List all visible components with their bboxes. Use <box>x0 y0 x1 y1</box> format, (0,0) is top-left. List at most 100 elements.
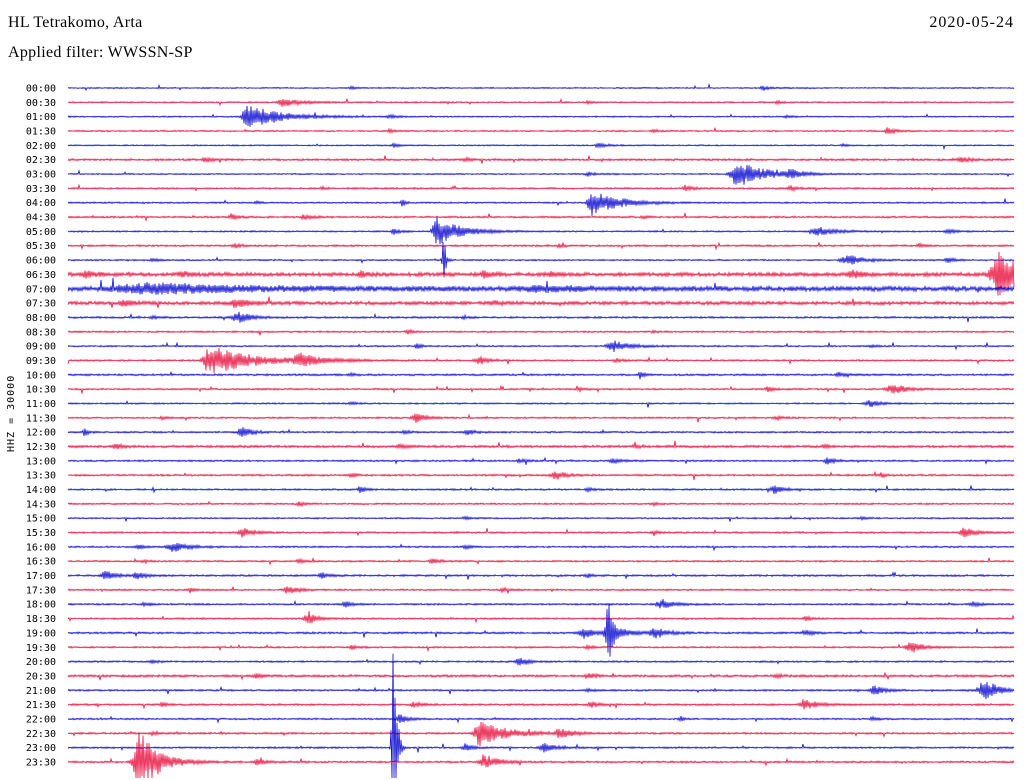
time-label: 11:30 <box>26 413 56 424</box>
filter-label: Applied filter: WWSSN-SP <box>8 44 193 61</box>
trace-row-1100 <box>67 400 1015 408</box>
time-label: 17:30 <box>26 585 56 596</box>
time-label: 12:30 <box>26 442 56 453</box>
trace-row-1000 <box>67 370 1015 380</box>
trace-row-1930 <box>67 642 1015 653</box>
time-label: 15:00 <box>26 514 56 525</box>
time-label: 11:00 <box>26 399 56 410</box>
trace-row-0630 <box>67 251 1015 296</box>
time-label: 00:30 <box>26 98 56 109</box>
time-label: 22:00 <box>26 715 56 726</box>
trace-row-1830 <box>67 611 1015 624</box>
time-label: 16:00 <box>26 542 56 553</box>
trace-row-1230 <box>67 440 1015 450</box>
time-label: 23:00 <box>26 743 56 754</box>
trace-row-2000 <box>67 658 1015 666</box>
time-label: 19:00 <box>26 628 56 639</box>
time-label: 04:00 <box>26 198 56 209</box>
trace-row-1130 <box>67 413 1015 423</box>
trace-row-0600 <box>67 242 1015 278</box>
trace-row-1400 <box>67 485 1015 495</box>
time-label: 16:30 <box>26 557 56 568</box>
time-label: 08:30 <box>26 327 56 338</box>
station-title: HL Tetrakomo, Arta <box>8 14 143 31</box>
time-label: 14:00 <box>26 485 56 496</box>
time-label: 06:00 <box>26 256 56 267</box>
trace-row-2300 <box>67 653 1015 779</box>
trace-row-0500 <box>67 217 1015 245</box>
time-label: 08:00 <box>26 313 56 324</box>
trace-row-0830 <box>67 328 1015 336</box>
time-label: 13:00 <box>26 456 56 467</box>
trace-row-0900 <box>67 340 1015 352</box>
time-label: 20:30 <box>26 671 56 682</box>
trace-row-2330 <box>67 731 1015 779</box>
time-label: 00:00 <box>26 84 56 95</box>
time-label: 04:30 <box>26 213 56 224</box>
trace-row-1300 <box>67 456 1015 465</box>
trace-row-0230 <box>67 155 1015 164</box>
time-label: 01:00 <box>26 112 56 123</box>
time-label: 03:30 <box>26 184 56 195</box>
time-label: 15:30 <box>26 528 56 539</box>
time-label: 02:30 <box>26 155 56 166</box>
trace-row-1500 <box>67 515 1015 522</box>
trace-row-0800 <box>67 311 1015 323</box>
trace-row-0700 <box>67 277 1015 295</box>
trace-row-0430 <box>67 212 1015 221</box>
trace-row-1430 <box>67 500 1015 508</box>
time-label: 21:30 <box>26 700 56 711</box>
record-date: 2020-05-24 <box>929 14 1014 31</box>
trace-row-2230 <box>67 721 1015 747</box>
trace-row-0530 <box>67 241 1015 251</box>
time-label: 18:00 <box>26 600 56 611</box>
time-label: 12:00 <box>26 428 56 439</box>
time-label: 09:00 <box>26 342 56 353</box>
time-label: 21:00 <box>26 686 56 697</box>
trace-row-0200 <box>67 142 1015 151</box>
trace-row-0030 <box>67 97 1015 107</box>
trace-row-1030 <box>67 384 1015 394</box>
time-label: 14:30 <box>26 499 56 510</box>
trace-row-1600 <box>67 542 1015 552</box>
trace-row-1700 <box>67 570 1015 580</box>
trace-row-0930 <box>67 347 1015 374</box>
time-label: 05:30 <box>26 241 56 252</box>
trace-row-1800 <box>67 599 1015 609</box>
time-label: 18:30 <box>26 614 56 625</box>
time-label: 10:30 <box>26 385 56 396</box>
time-label: 05:00 <box>26 227 56 238</box>
time-label: 03:00 <box>26 170 56 181</box>
time-label: 13:30 <box>26 471 56 482</box>
trace-row-1530 <box>67 527 1015 538</box>
trace-row-1330 <box>67 470 1015 480</box>
time-label: 23:30 <box>26 758 56 769</box>
trace-row-2030 <box>67 672 1015 681</box>
trace-row-1200 <box>67 427 1015 438</box>
trace-row-0000 <box>67 83 1015 91</box>
time-label: 06:30 <box>26 270 56 281</box>
time-label: 01:30 <box>26 127 56 138</box>
trace-row-2130 <box>67 699 1015 710</box>
trace-row-1900 <box>67 604 1015 657</box>
time-label: 09:30 <box>26 356 56 367</box>
trace-row-0400 <box>67 193 1015 216</box>
time-label: 20:00 <box>26 657 56 668</box>
trace-row-1730 <box>67 586 1015 594</box>
trace-row-1630 <box>67 557 1015 566</box>
time-label: 02:00 <box>26 141 56 152</box>
trace-row-2200 <box>67 714 1015 724</box>
trace-row-0300 <box>67 164 1015 185</box>
trace-row-0730 <box>67 296 1015 309</box>
time-label: 10:00 <box>26 370 56 381</box>
trace-row-0130 <box>67 126 1015 135</box>
time-label: 07:00 <box>26 284 56 295</box>
trace-row-0100 <box>67 105 1015 127</box>
time-label: 17:00 <box>26 571 56 582</box>
trace-row-0330 <box>67 183 1015 193</box>
time-label: 19:30 <box>26 643 56 654</box>
time-label: 22:30 <box>26 729 56 740</box>
time-label: 07:30 <box>26 299 56 310</box>
